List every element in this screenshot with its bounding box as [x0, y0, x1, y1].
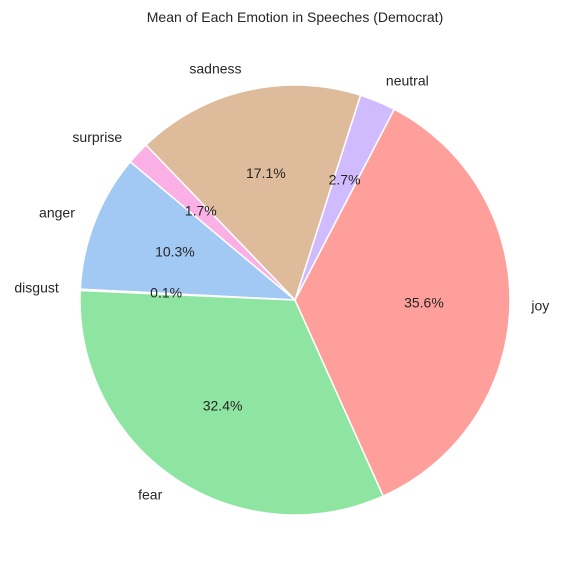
slice-label-sadness: sadness	[189, 60, 241, 76]
slice-label-joy: joy	[530, 297, 549, 313]
slice-pct-joy: 35.6%	[404, 294, 444, 310]
slice-label-disgust: disgust	[14, 280, 58, 296]
slice-label-fear: fear	[138, 486, 162, 502]
slice-pct-anger: 10.3%	[155, 244, 195, 260]
pie-labels: anger 10.3% disgust 0.1% fear 32.4% joy 35.6% ne…	[14, 60, 549, 502]
slice-label-anger: anger	[39, 204, 75, 220]
slice-pct-surprise: 1.7%	[185, 203, 217, 219]
pie-slice-fear	[79, 289, 385, 516]
pie-slice-anger	[79, 160, 298, 301]
pie-slice-sadness	[144, 84, 362, 302]
slice-label-neutral: neutral	[386, 72, 429, 88]
slice-label-surprise: surprise	[72, 129, 122, 145]
slice-pct-disgust: 0.1%	[150, 285, 182, 301]
slice-pct-sadness: 17.1%	[246, 165, 286, 181]
pie-slices	[79, 84, 511, 516]
slice-pct-fear: 32.4%	[203, 397, 243, 413]
chart-title: Mean of Each Emotion in Speeches (Democr…	[147, 9, 443, 25]
pie-slice-joy	[294, 108, 511, 498]
slice-pct-neutral: 2.7%	[329, 172, 361, 188]
pie-slice-surprise	[129, 143, 296, 301]
